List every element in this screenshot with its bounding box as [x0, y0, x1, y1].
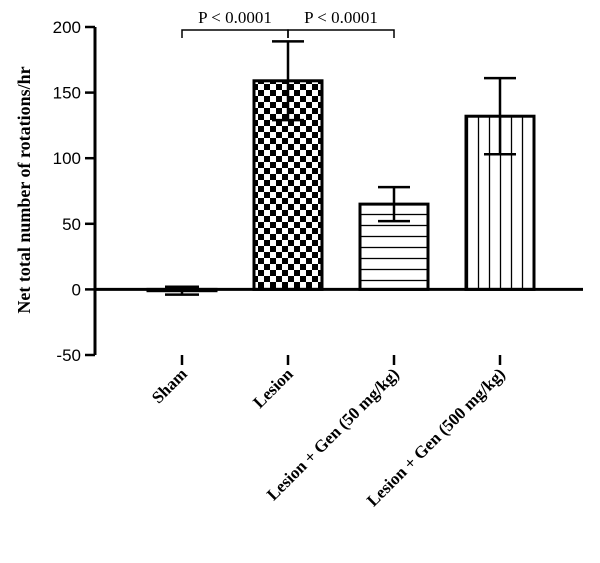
y-tick-label: 100 — [53, 149, 81, 168]
significance-brackets: P < 0.0001 P < 0.0001 — [181, 8, 395, 38]
bars — [146, 79, 536, 293]
bar — [358, 202, 430, 291]
category-label: Sham — [148, 364, 191, 407]
y-tick-label: 150 — [53, 84, 81, 103]
y-tick-label: -50 — [56, 346, 81, 365]
category-label: Lesion — [249, 364, 297, 412]
error-bar — [484, 76, 516, 156]
x-axis — [95, 287, 583, 365]
y-tick-label: 0 — [72, 280, 81, 299]
y-tick-label: 50 — [62, 215, 81, 234]
error-bars — [165, 40, 516, 296]
significance-label: P < 0.0001 — [198, 8, 272, 27]
error-bar — [378, 185, 410, 223]
error-bar — [272, 40, 304, 122]
significance-bracket — [181, 29, 289, 38]
significance-label: P < 0.0001 — [304, 8, 378, 27]
y-axis-label: Net total number of rotations/hr — [14, 66, 34, 313]
y-tick-label: 200 — [53, 18, 81, 37]
significance-bracket — [287, 29, 395, 38]
y-axis: -50 0 50 100 150 200 — [53, 18, 97, 365]
